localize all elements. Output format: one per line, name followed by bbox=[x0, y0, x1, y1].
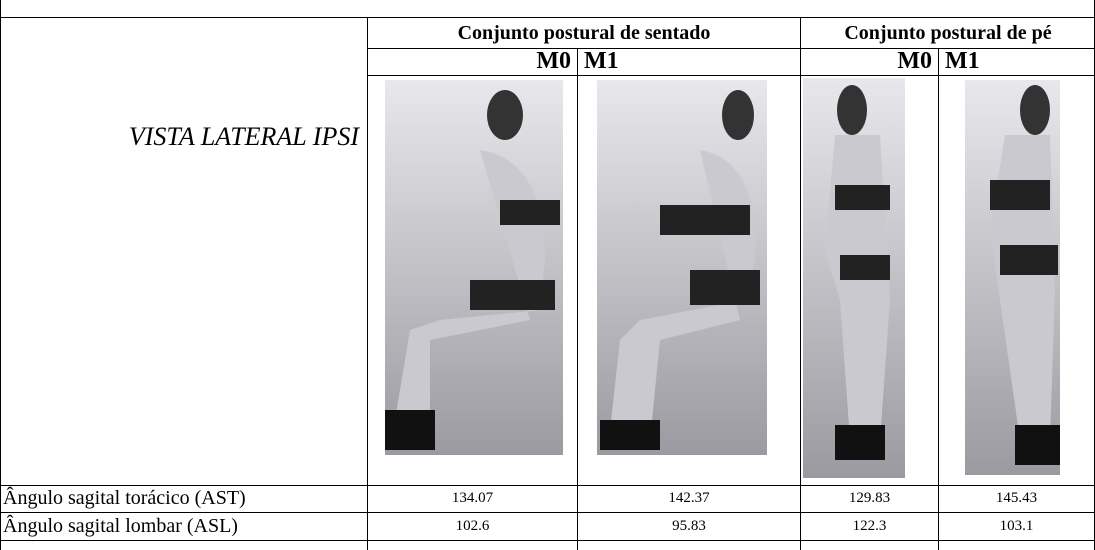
border bbox=[367, 48, 1095, 49]
border bbox=[0, 17, 1095, 18]
value-cell: 95.83 bbox=[672, 518, 706, 534]
value-cell: 122.3 bbox=[852, 518, 887, 534]
moment-header: M1 bbox=[945, 48, 980, 74]
border bbox=[938, 48, 939, 550]
row-label: Ângulo sagital lombar (ASL) bbox=[3, 515, 238, 537]
moment-header: M0 bbox=[897, 48, 932, 74]
border bbox=[0, 512, 1095, 513]
border bbox=[367, 17, 368, 550]
photo-standing-m0 bbox=[803, 78, 905, 478]
view-label: VISTA LATERAL IPSI bbox=[128, 122, 359, 151]
border bbox=[0, 485, 1095, 486]
row-label: Ângulo sagital torácico (AST) bbox=[3, 487, 246, 509]
border bbox=[577, 48, 578, 550]
value-cell: 129.83 bbox=[848, 490, 891, 506]
value-cell: 142.37 bbox=[668, 490, 710, 506]
photo-standing-m1 bbox=[965, 80, 1060, 475]
border bbox=[0, 0, 1, 550]
value-cell: 145.43 bbox=[995, 490, 1038, 506]
border bbox=[367, 75, 1095, 76]
moment-header: M0 bbox=[536, 48, 571, 74]
group-header: Conjunto postural de pé bbox=[844, 22, 1052, 44]
border bbox=[0, 540, 1095, 541]
moment-header: M1 bbox=[584, 48, 619, 74]
value-cell: 102.6 bbox=[455, 518, 490, 534]
photo-sitting-m0 bbox=[385, 80, 563, 455]
photo-sitting-m1 bbox=[597, 80, 767, 455]
group-header: Conjunto postural de sentado bbox=[457, 22, 711, 44]
value-cell: 134.07 bbox=[451, 490, 494, 506]
value-cell: 103.1 bbox=[999, 518, 1034, 534]
border bbox=[800, 17, 801, 550]
